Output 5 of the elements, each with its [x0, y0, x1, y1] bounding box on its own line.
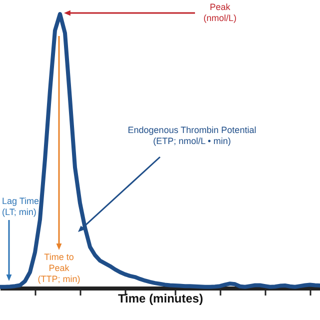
annotation: Peak (nmol/L)	[203, 2, 237, 23]
annotation: Lag Time (LT; min)	[2, 196, 40, 217]
x-axis-title: Time (minutes)	[118, 292, 204, 306]
annotation: Endogenous Thrombin Potential (ETP; nmol/L • min)	[128, 125, 256, 146]
annotation: Time to Peak (TTP; min)	[38, 252, 80, 284]
